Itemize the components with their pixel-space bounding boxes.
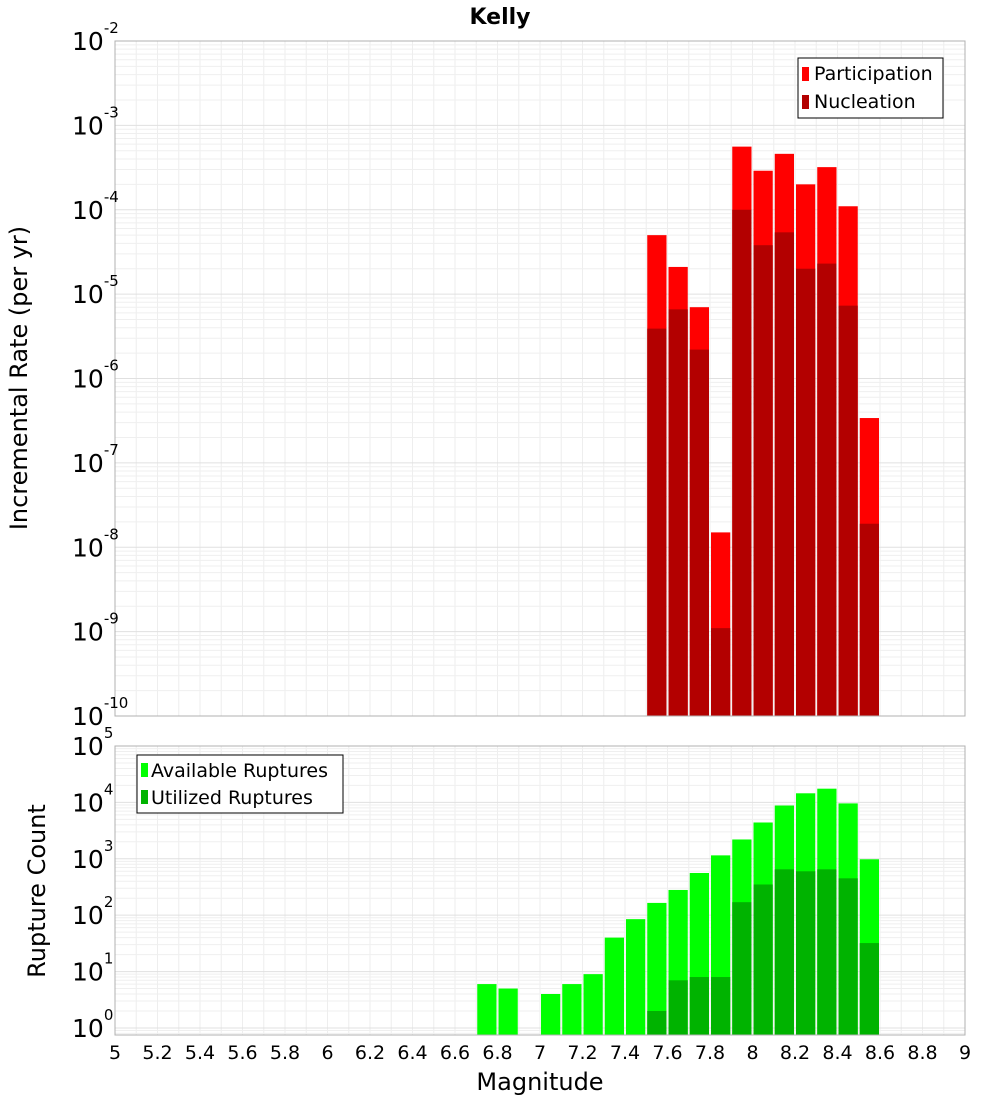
y-tick-label: 10-3 — [72, 103, 119, 140]
bar-available-ruptures — [626, 919, 646, 1035]
legend-label-available-ruptures: Available Ruptures — [151, 760, 328, 782]
x-ticks: 5 5.2 5.4 5.6 5.8 6 6.2 6.4 6.6 6.8 7 7.2 7.4 7.6 7.8 8… — [109, 1042, 971, 1064]
bottom-y-axis-label: Rupture Count — [23, 804, 51, 978]
x-tick-label: 6 — [321, 1042, 333, 1064]
y-tick-label: 100 — [72, 1006, 113, 1043]
bar-utilized-ruptures — [689, 977, 709, 1035]
bar-utilized-ruptures — [796, 871, 816, 1035]
bar-nucleation — [817, 263, 837, 716]
bar-utilized-ruptures — [668, 980, 688, 1035]
top-grid — [114, 41, 966, 717]
y-tick-label: 10-5 — [72, 272, 119, 309]
top-legend: Participation Nucleation — [797, 57, 944, 119]
bar-available-ruptures — [477, 984, 497, 1035]
y-tick-label: 10-8 — [72, 525, 119, 562]
y-tick-label: 101 — [72, 950, 113, 987]
x-tick-label: 7.2 — [567, 1042, 597, 1064]
x-tick-label: 8.6 — [865, 1042, 895, 1064]
bar-nucleation — [711, 628, 731, 716]
bar-available-ruptures — [604, 937, 624, 1035]
top-bars — [647, 146, 879, 717]
y-tick-label: 10-7 — [72, 441, 119, 478]
x-tick-label: 9 — [959, 1042, 971, 1064]
bar-available-ruptures — [562, 984, 582, 1035]
x-tick-label: 8.4 — [822, 1042, 852, 1064]
legend-swatch-participation — [802, 67, 809, 81]
bar-utilized-ruptures — [732, 902, 752, 1035]
bar-utilized-ruptures — [838, 878, 858, 1035]
x-tick-label: 8.2 — [780, 1042, 810, 1064]
y-tick-label: 104 — [72, 780, 113, 817]
x-tick-label: 5 — [109, 1042, 121, 1064]
y-tick-label: 102 — [72, 893, 113, 930]
y-tick-label: 103 — [72, 837, 113, 874]
bar-utilized-ruptures — [774, 869, 794, 1035]
top-legend-box — [797, 57, 944, 119]
legend-swatch-available-ruptures — [141, 763, 148, 777]
bar-utilized-ruptures — [859, 943, 879, 1035]
x-tick-label: 6.6 — [440, 1042, 470, 1064]
bar-nucleation — [796, 268, 816, 716]
x-tick-label: 6.8 — [482, 1042, 512, 1064]
x-tick-label: 6.2 — [355, 1042, 385, 1064]
bar-available-ruptures — [583, 974, 603, 1035]
legend-label-nucleation: Nucleation — [814, 91, 916, 113]
bar-nucleation — [668, 309, 688, 716]
bar-nucleation — [753, 245, 773, 717]
bar-utilized-ruptures — [817, 869, 837, 1035]
bottom-legend: Available Ruptures Utilized Ruptures — [136, 754, 344, 814]
x-tick-label: 7.6 — [652, 1042, 682, 1064]
bottom-legend-box — [136, 754, 344, 814]
top-panel: 10-10 10-9 10-8 10-7 10-6 10-5 10-4 10-3 10-2 In… — [5, 19, 966, 731]
legend-label-utilized-ruptures: Utilized Ruptures — [151, 787, 313, 809]
x-tick-label: 5.6 — [227, 1042, 257, 1064]
y-tick-label: 10-9 — [72, 610, 119, 647]
y-tick-label: 10-10 — [72, 694, 128, 731]
x-tick-label: 5.2 — [142, 1042, 172, 1064]
bar-utilized-ruptures — [647, 1010, 667, 1035]
legend-swatch-nucleation — [802, 95, 809, 109]
bar-utilized-ruptures — [711, 977, 731, 1035]
y-tick-label: 10-2 — [72, 19, 119, 56]
top-y-axis-label: Incremental Rate (per yr) — [5, 226, 33, 530]
x-tick-label: 8.8 — [907, 1042, 937, 1064]
bar-available-ruptures — [647, 902, 667, 1035]
y-tick-label: 105 — [72, 724, 113, 761]
bar-available-ruptures — [498, 988, 518, 1035]
x-tick-label: 7 — [534, 1042, 546, 1064]
top-plot-frame — [114, 40, 966, 717]
bar-nucleation — [774, 232, 794, 716]
bar-nucleation — [838, 305, 858, 716]
y-tick-label: 10-4 — [72, 188, 119, 225]
x-tick-label: 5.8 — [270, 1042, 300, 1064]
x-tick-label: 7.4 — [610, 1042, 640, 1064]
bar-nucleation — [859, 523, 879, 716]
bar-available-ruptures — [541, 994, 561, 1035]
bottom-plot-frame — [114, 745, 966, 1036]
x-tick-label: 7.8 — [695, 1042, 725, 1064]
bar-utilized-ruptures — [753, 884, 773, 1035]
y-tick-label: 10-6 — [72, 357, 119, 394]
top-y-ticks: 10-10 10-9 10-8 10-7 10-6 10-5 10-4 10-3 10-2 — [72, 19, 128, 731]
bottom-bars — [477, 788, 879, 1035]
x-tick-label: 8 — [746, 1042, 758, 1064]
bar-nucleation — [689, 349, 709, 716]
bottom-y-ticks: 100 101 102 103 104 105 — [72, 724, 113, 1043]
x-tick-label: 6.4 — [397, 1042, 427, 1064]
bar-nucleation — [647, 328, 667, 716]
x-axis-label: Magnitude — [476, 1068, 603, 1096]
bottom-panel: 100 101 102 103 104 105 5 5.2 5.4 5.6 5.8 6 6.2 6.4 6… — [23, 724, 971, 1096]
x-tick-label: 5.4 — [185, 1042, 215, 1064]
legend-swatch-utilized-ruptures — [141, 790, 148, 804]
legend-label-participation: Participation — [814, 63, 933, 85]
bar-nucleation — [732, 209, 752, 716]
chart-title: Kelly — [469, 5, 530, 30]
